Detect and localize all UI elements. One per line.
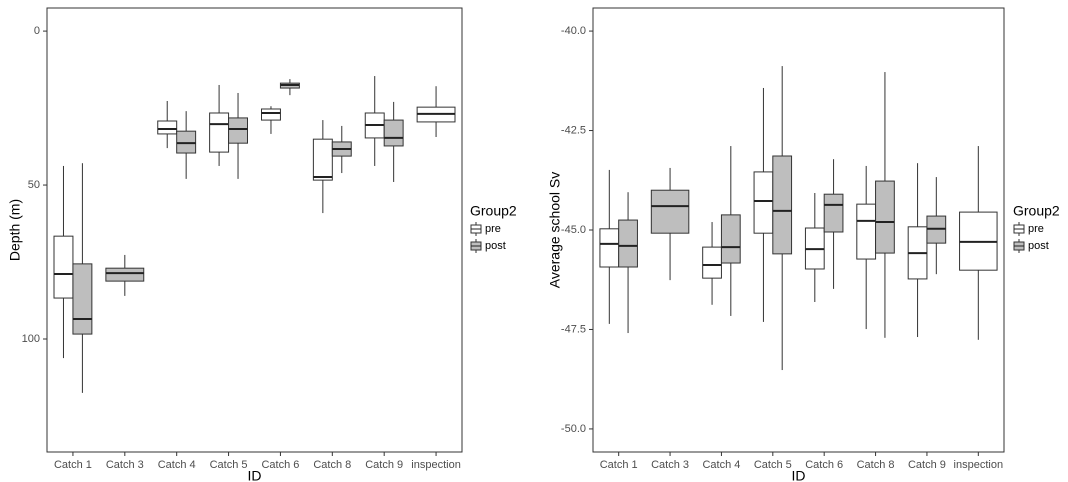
box — [772, 155, 793, 255]
box — [72, 263, 93, 335]
box — [157, 120, 178, 135]
y-tick-label: -45.0 — [561, 224, 586, 236]
box — [383, 119, 404, 147]
plot-frame — [46, 7, 463, 453]
x-tick-label: Catch 4 — [158, 459, 196, 471]
box — [261, 108, 281, 121]
box — [618, 219, 638, 268]
x-tick-label: inspection — [411, 459, 461, 471]
legend-label: pre — [1028, 223, 1044, 235]
y-axis-title: Depth (m) — [7, 199, 23, 261]
legend-title: Group2 — [470, 203, 517, 219]
x-tick-label: Catch 5 — [210, 459, 248, 471]
box — [312, 138, 333, 181]
x-axis-title: ID — [248, 468, 262, 482]
x-tick-label: Catch 6 — [261, 459, 299, 471]
legend-label: post — [485, 240, 506, 252]
x-tick-label: Catch 6 — [805, 459, 843, 471]
box — [650, 189, 690, 234]
legend-title: Group2 — [1013, 203, 1060, 219]
x-tick-label: Catch 4 — [702, 459, 740, 471]
box — [753, 171, 774, 234]
box — [599, 228, 620, 268]
y-tick-label: 50 — [28, 179, 40, 191]
box — [53, 235, 74, 299]
x-tick-label: Catch 1 — [54, 459, 92, 471]
x-tick-label: Catch 3 — [651, 459, 689, 471]
x-tick-label: inspection — [954, 459, 1004, 471]
x-tick-label: Catch 5 — [754, 459, 792, 471]
box — [856, 203, 877, 260]
x-axis-title: ID — [792, 468, 806, 482]
legend-label: pre — [485, 223, 501, 235]
box — [209, 112, 230, 153]
x-tick-label: Catch 9 — [365, 459, 403, 471]
y-tick-label: -50.0 — [561, 423, 586, 435]
y-tick-label: -47.5 — [561, 323, 586, 335]
box — [702, 246, 722, 279]
y-tick-label: -40.0 — [561, 25, 586, 37]
box — [105, 267, 145, 282]
x-tick-label: Catch 3 — [106, 459, 144, 471]
y-axis-title: Average school Sv — [547, 172, 563, 288]
x-tick-label: Catch 8 — [313, 459, 351, 471]
x-tick-label: Catch 1 — [600, 459, 638, 471]
legend-label: post — [1028, 240, 1049, 252]
y-tick-label: 0 — [34, 25, 40, 37]
x-tick-label: Catch 8 — [857, 459, 895, 471]
y-tick-label: 100 — [22, 333, 40, 345]
y-tick-label: -42.5 — [561, 124, 586, 136]
box — [720, 214, 741, 264]
box — [875, 180, 895, 254]
box — [176, 130, 197, 154]
box — [823, 193, 844, 233]
x-tick-label: Catch 9 — [908, 459, 946, 471]
box — [228, 117, 248, 144]
